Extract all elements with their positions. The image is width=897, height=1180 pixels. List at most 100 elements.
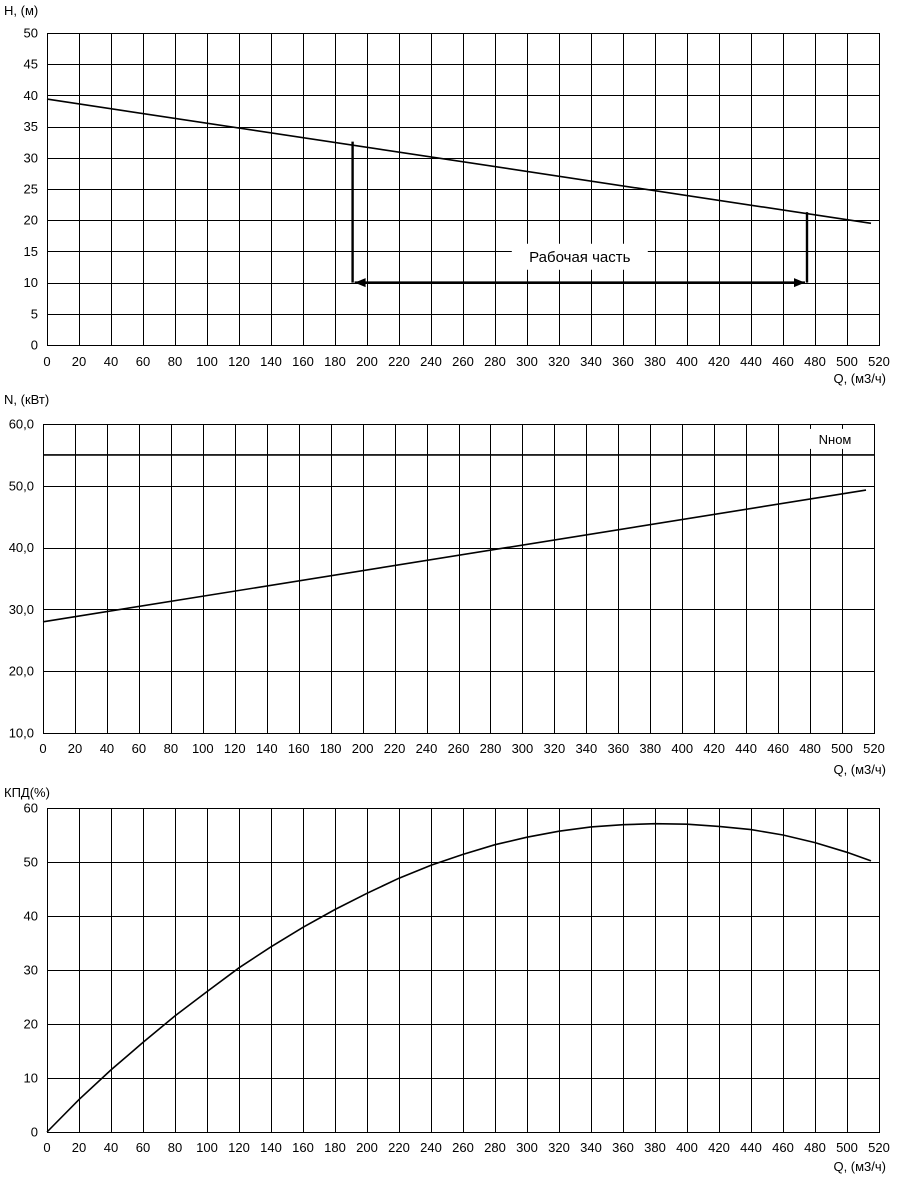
chart-3: 0 20 40 60 80 100 120 140 160 180 200 220 240 260 280 3… (4, 785, 890, 1174)
x-tick-label: 180 (324, 354, 346, 369)
x-tick-label: 520 (863, 741, 885, 756)
x-tick-label: 340 (580, 354, 602, 369)
x-tick-label: 180 (324, 1140, 346, 1155)
x-tick-label: 80 (168, 1140, 182, 1155)
x-tick-label: 340 (575, 741, 597, 756)
x-tick-label: 100 (196, 354, 218, 369)
x-tick-label: 460 (772, 1140, 794, 1155)
x-tick-label: 60 (136, 1140, 150, 1155)
y-tick-label: 40 (24, 909, 38, 924)
x-tick-label: 240 (420, 354, 442, 369)
y-tick-label: 30,0 (9, 602, 34, 617)
series-line-1 (46, 98, 872, 225)
plot-frame (47, 808, 880, 1133)
x-tick-label: 240 (416, 741, 438, 756)
x-tick-label: 500 (831, 741, 853, 756)
x-tick-label: 500 (836, 354, 858, 369)
x-tick-label: 320 (548, 1140, 570, 1155)
arrow-head-left (354, 278, 366, 288)
x-tick-label: 380 (644, 1140, 666, 1155)
x-tick-label: 260 (448, 741, 470, 756)
x-tick-label: 40 (104, 1140, 118, 1155)
y-axis-label: N, (кВт) (4, 392, 49, 407)
y-axis-label: H, (м) (4, 3, 38, 18)
plot-frame (43, 424, 875, 734)
x-tick-label: 200 (356, 354, 378, 369)
x-tick-label: 440 (735, 741, 757, 756)
y-tick-label: 50 (24, 26, 38, 41)
x-tick-label: 200 (356, 1140, 378, 1155)
x-tick-label: 320 (544, 741, 566, 756)
y-tick-label: 10 (24, 1071, 38, 1086)
x-tick-label: 420 (708, 354, 730, 369)
x-tick-label: 180 (320, 741, 342, 756)
x-tick-label: 80 (168, 354, 182, 369)
x-tick-label: 120 (228, 354, 250, 369)
x-tick-label: 40 (100, 741, 114, 756)
y-tick-label: 20 (24, 213, 38, 228)
x-tick-label: 280 (484, 1140, 506, 1155)
x-tick-label: 220 (388, 354, 410, 369)
x-tick-label: 460 (772, 354, 794, 369)
x-tick-label: 380 (639, 741, 661, 756)
x-tick-label: 480 (804, 1140, 826, 1155)
y-tick-label: 50,0 (9, 478, 34, 493)
x-tick-label: 320 (548, 354, 570, 369)
x-tick-label: 140 (260, 1140, 282, 1155)
x-tick-label: 280 (480, 741, 502, 756)
x-tick-label: 440 (740, 354, 762, 369)
x-tick-label: 0 (43, 1140, 50, 1155)
x-tick-label: 400 (676, 354, 698, 369)
y-tick-label: 5 (31, 306, 38, 321)
series-line-1 (46, 822, 872, 1133)
x-tick-label: 0 (39, 741, 46, 756)
x-tick-label: 420 (703, 741, 725, 756)
y-tick-label: 30 (24, 150, 38, 165)
arrow-head-right (794, 278, 805, 288)
y-axis-label: КПД(%) (4, 785, 50, 800)
x-tick-label: 260 (452, 1140, 474, 1155)
y-tick-label: 35 (24, 119, 38, 134)
x-axis-label: Q, (м3/ч) (833, 371, 886, 386)
y-tick-label: 30 (24, 963, 38, 978)
x-axis-label: Q, (м3/ч) (833, 1159, 886, 1174)
nominal-label-bg (808, 428, 862, 449)
x-tick-label: 500 (836, 1140, 858, 1155)
x-axis-label: Q, (м3/ч) (833, 762, 886, 777)
x-tick-label: 380 (644, 354, 666, 369)
x-tick-label: 400 (671, 741, 693, 756)
y-tick-label: 10 (24, 275, 38, 290)
range-label: Рабочая часть (529, 249, 630, 266)
y-tick-label: 40 (24, 88, 38, 103)
range-label-bg (511, 243, 648, 270)
y-tick-label: 60 (24, 801, 38, 816)
x-tick-label: 20 (72, 354, 86, 369)
x-tick-label: 140 (260, 354, 282, 369)
x-tick-label: 480 (799, 741, 821, 756)
x-tick-label: 200 (352, 741, 374, 756)
x-tick-label: 220 (388, 1140, 410, 1155)
x-tick-label: 520 (868, 1140, 890, 1155)
x-tick-label: 20 (72, 1140, 86, 1155)
x-tick-label: 260 (452, 354, 474, 369)
x-tick-label: 360 (612, 1140, 634, 1155)
x-tick-label: 440 (740, 1140, 762, 1155)
x-tick-label: 60 (136, 354, 150, 369)
y-tick-label: 40,0 (9, 540, 34, 555)
x-tick-label: 400 (676, 1140, 698, 1155)
x-tick-label: 100 (196, 1140, 218, 1155)
x-tick-label: 220 (384, 741, 406, 756)
x-tick-label: 160 (292, 354, 314, 369)
chart-1: 0 20 40 60 80 100 120 140 160 180 200 220 240 260 280 3… (4, 3, 890, 386)
x-tick-label: 20 (68, 741, 82, 756)
x-tick-label: 300 (512, 741, 534, 756)
series-line-1 (42, 489, 867, 623)
x-tick-label: 60 (132, 741, 146, 756)
y-tick-label: 15 (24, 244, 38, 259)
x-tick-label: 520 (868, 354, 890, 369)
chart-2: 0 20 40 60 80 100 120 140 160 180 200 220 240 260 280 3… (4, 392, 886, 777)
x-tick-label: 120 (224, 741, 246, 756)
x-tick-label: 240 (420, 1140, 442, 1155)
x-tick-label: 420 (708, 1140, 730, 1155)
